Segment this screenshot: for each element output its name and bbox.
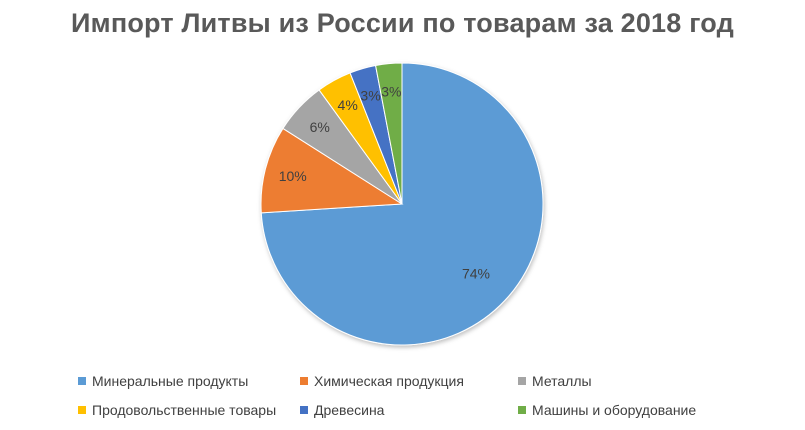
pie-data-label: 3% bbox=[381, 84, 401, 100]
pie-slice bbox=[374, 62, 403, 205]
pie-data-label: 3% bbox=[360, 88, 380, 104]
chart-title: Импорт Литвы из России по товарам за 201… bbox=[71, 8, 734, 38]
pie-slice bbox=[260, 127, 404, 214]
pie-slices bbox=[260, 62, 544, 346]
pie-data-label: 74% bbox=[462, 266, 490, 282]
pie-data-label: 10% bbox=[279, 168, 307, 184]
pie-data-labels: 74%10%6%4%3% 3% bbox=[279, 84, 490, 282]
pie-data-label: 6% bbox=[310, 119, 330, 135]
pie-data-label: 4% bbox=[338, 97, 358, 113]
